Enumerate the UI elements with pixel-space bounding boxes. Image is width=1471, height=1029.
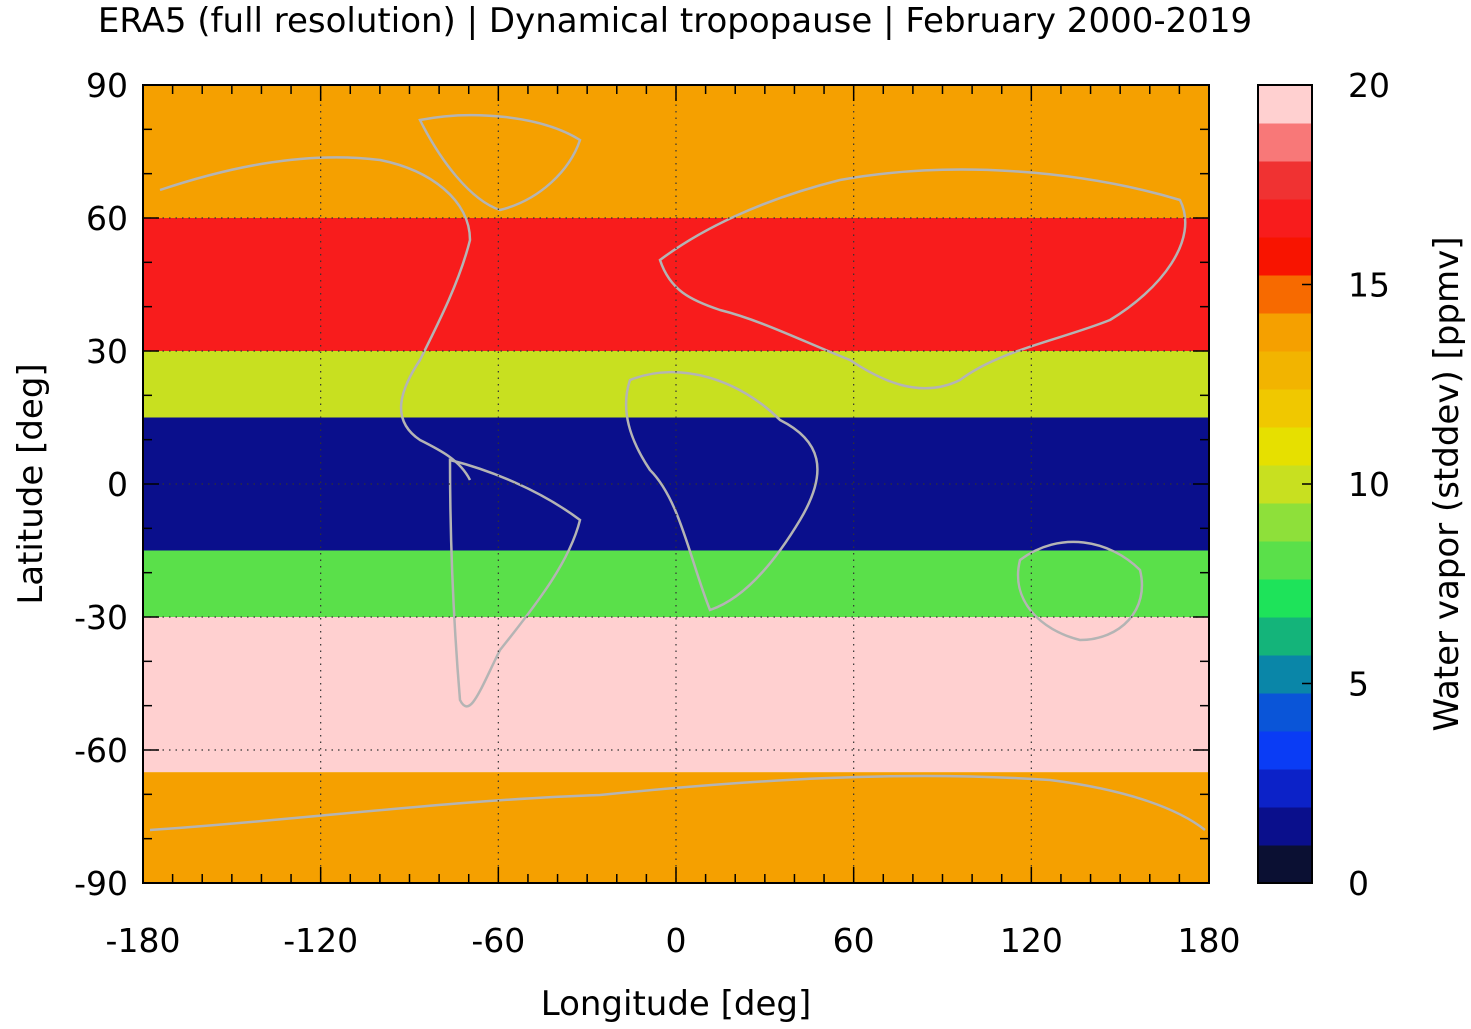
colorbar-tick-label: 10 [1348, 465, 1390, 504]
colorbar-band-1 [1258, 807, 1312, 846]
grid-lines [143, 85, 1209, 883]
coastline-south-america [448, 458, 582, 708]
colorbar-band-20 [1258, 85, 1312, 124]
colorbar-tick-label: 15 [1348, 266, 1390, 305]
colorbar-band-7 [1258, 579, 1312, 618]
heatmap-band-5 [143, 617, 1209, 773]
colorbar-tick-label: 5 [1348, 665, 1369, 704]
y-tick-label: 60 [86, 199, 128, 238]
x-tick-label: -60 [471, 921, 525, 960]
colorbar-band-5 [1258, 655, 1312, 694]
x-tick-label: -180 [106, 921, 181, 960]
colorbar-band-2 [1258, 769, 1312, 808]
colorbar-band-13 [1258, 351, 1312, 390]
colorbar-band-0 [1258, 845, 1312, 884]
colorbar-band-9 [1258, 503, 1312, 542]
colorbar-band-18 [1258, 161, 1312, 200]
coastline-antarctica [149, 774, 1206, 832]
colorbar: 0 5 10 15 20 Water vapor (stddev) [ppmv] [1257, 66, 1467, 903]
plot-frame [142, 84, 1210, 884]
coastline-greenland [418, 113, 582, 212]
x-tick-label: 60 [833, 921, 875, 960]
colorbar-band-8 [1258, 541, 1312, 580]
colorbar-band-4 [1258, 693, 1312, 732]
colorbar-label: Water vapor (stddev) [ppmv] [1427, 237, 1467, 732]
heatmap-band-1 [143, 218, 1209, 351]
y-tick-label: -90 [74, 864, 128, 903]
x-tick-label: 120 [1000, 921, 1063, 960]
x-axis-label: Longitude [deg] [541, 984, 812, 1024]
y-tick-label: -30 [74, 598, 128, 637]
x-tick-label: -120 [283, 921, 358, 960]
colorbar-band-6 [1258, 617, 1312, 656]
y-axis-label: Latitude [deg] [11, 363, 51, 604]
colorbar-band-3 [1258, 731, 1312, 770]
colorbar-band-15 [1258, 275, 1312, 314]
chart-title: ERA5 (full resolution) | Dynamical tropo… [98, 1, 1252, 41]
colorbar-band-19 [1258, 123, 1312, 162]
coastline-north-america [159, 156, 472, 481]
x-tick-label: 180 [1178, 921, 1241, 960]
colorbar-band-11 [1258, 427, 1312, 466]
coastline-australia [1016, 540, 1144, 642]
coastline-africa [624, 370, 819, 612]
colorbar-band-14 [1258, 313, 1312, 352]
coastline-eurasia [658, 168, 1187, 390]
y-tick-label: 0 [107, 465, 128, 504]
colorbar-band-16 [1258, 237, 1312, 276]
y-tick-label: 30 [86, 332, 128, 371]
y-tick-label: -60 [74, 731, 128, 770]
coastlines [149, 113, 1206, 832]
heatmap-band-6 [143, 772, 1209, 883]
x-tick-label: 0 [666, 921, 687, 960]
colorbar-tick-label: 20 [1348, 66, 1390, 105]
y-tick-label: 90 [86, 66, 128, 105]
colorbar-tick-label: 0 [1348, 864, 1369, 903]
colorbar-band-12 [1258, 389, 1312, 428]
colorbar-band-17 [1258, 199, 1312, 238]
